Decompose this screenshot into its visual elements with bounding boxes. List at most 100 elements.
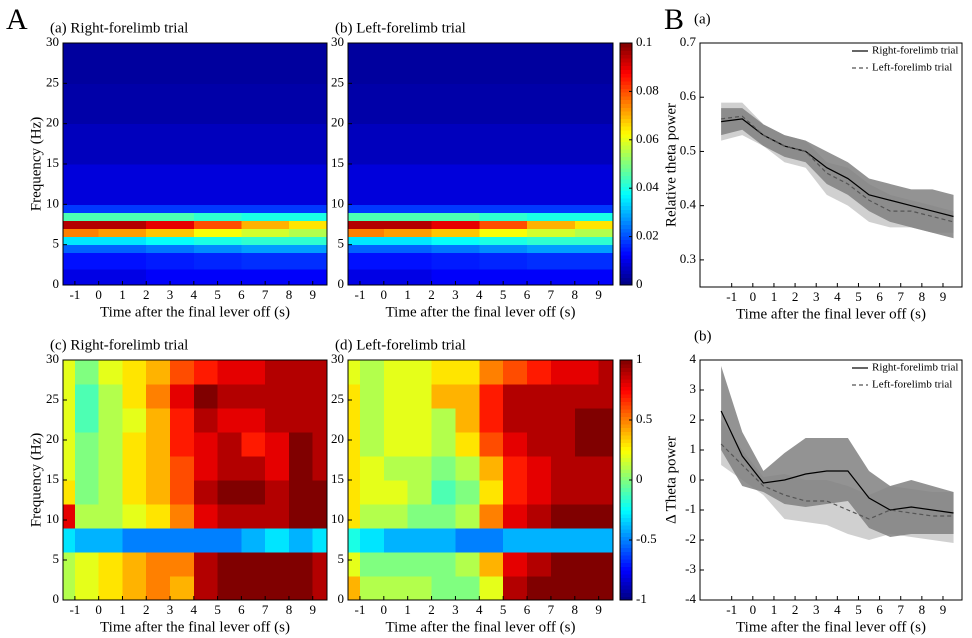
heatmap-cell <box>312 576 328 601</box>
heatmap-cell <box>383 252 433 270</box>
mean-line <box>721 115 954 223</box>
heatmap-cell <box>74 384 100 409</box>
x-tick-label: 6 <box>524 287 531 302</box>
heatmap-cell <box>241 220 290 230</box>
colorbar-tick-label: 0 <box>636 471 643 486</box>
heatmap-cell <box>479 220 528 230</box>
heatmap-cell <box>193 504 219 529</box>
colorbar-segment <box>620 84 632 89</box>
heatmap-cell <box>550 504 576 529</box>
heatmap-cell <box>479 268 528 286</box>
heatmap-cell <box>241 244 290 254</box>
heatmap-cell <box>383 228 433 238</box>
x-tick-label: 1 <box>119 287 126 302</box>
heatmap-cell <box>146 360 171 385</box>
x-tick-label: 4 <box>476 287 483 302</box>
heatmap-cell <box>241 456 266 481</box>
heatmap-cell <box>63 244 100 254</box>
x-tick-label: 3 <box>167 287 174 302</box>
heatmap-cell <box>265 504 290 529</box>
heatmap-cell <box>479 123 528 165</box>
x-tick-label: 9 <box>940 602 947 617</box>
heatmap-cell <box>359 576 385 601</box>
heatmap-cell <box>527 212 576 221</box>
y-tick-label: 5 <box>338 236 345 251</box>
x-tick-label: 0 <box>95 602 102 617</box>
heatmap-cell <box>407 432 433 457</box>
heatmap-cell <box>455 504 480 529</box>
heatmap-cell <box>63 268 100 286</box>
x-tick-label: -1 <box>726 289 737 304</box>
heatmap-cell <box>98 528 123 553</box>
heatmap-cell <box>193 164 242 205</box>
heatmap-cell <box>146 432 171 457</box>
x-tick-label: 5 <box>500 602 507 617</box>
heatmap-cell <box>63 43 100 84</box>
heatmap-cell <box>63 123 100 165</box>
heatmap-cell <box>241 552 266 577</box>
heatmap-cell <box>479 432 504 457</box>
heatmap-cell <box>527 220 576 230</box>
heatmap-cell <box>407 384 433 409</box>
colorbar-segment <box>620 126 632 131</box>
heatmap-cell <box>312 408 328 433</box>
colorbar-tick-label: -0.5 <box>636 531 657 546</box>
colorbar-segment <box>620 510 632 515</box>
y-tick-label: 1 <box>690 441 697 456</box>
heatmap-cell <box>170 408 195 433</box>
y-tick-label: 3 <box>690 381 697 396</box>
y-tick-label: 30 <box>46 34 59 49</box>
heatmap-cell <box>217 432 242 457</box>
heatmap-cell <box>146 164 195 205</box>
heatmap-cell <box>431 432 456 457</box>
heatmap-cell <box>479 244 528 254</box>
heatmap-cell <box>98 268 147 286</box>
x-tick-label: 0 <box>381 602 388 617</box>
colorbar-segment <box>620 235 632 241</box>
heatmap-cell <box>383 432 409 457</box>
heatmap-cell <box>193 244 242 254</box>
heatmap-cell <box>527 164 576 205</box>
colorbar-segment <box>620 175 632 180</box>
heatmap-cell <box>241 204 290 213</box>
colorbar-tick-label: -1 <box>636 591 647 606</box>
panel-title: (a) <box>694 11 711 27</box>
heatmap-cell <box>550 528 576 553</box>
heatmap-cell <box>503 576 528 601</box>
colorbar-segment <box>620 133 632 139</box>
heatmap-cell <box>383 83 433 125</box>
heatmap-cell <box>98 576 123 601</box>
heatmap-cell <box>359 360 385 385</box>
colorbar-segment <box>620 65 632 70</box>
colorbar-segment <box>620 435 632 440</box>
colorbar-segment <box>620 220 632 225</box>
x-tick-label: 7 <box>262 287 269 302</box>
heatmap-cell <box>359 384 385 409</box>
colorbar-segment <box>620 152 632 157</box>
heatmap-cell <box>574 123 614 165</box>
heatmap-cell <box>98 212 147 221</box>
heatmap-cell <box>63 236 100 246</box>
heatmap-cell <box>479 252 528 270</box>
x-tick-label: 5 <box>500 287 507 302</box>
x-tick-label: 1 <box>119 602 126 617</box>
colorbar-segment <box>620 266 632 271</box>
heatmap-cell <box>74 432 100 457</box>
heatmap-cell <box>193 43 242 84</box>
y-axis-label: Frequency (Hz) <box>28 117 44 212</box>
heatmap-cell <box>479 408 504 433</box>
heatmap-cell <box>122 528 147 553</box>
x-tick-label: 8 <box>286 287 293 302</box>
y-tick-label: 2 <box>690 411 697 426</box>
heatmap-cell <box>550 576 576 601</box>
heatmap-cell <box>288 220 328 230</box>
colorbar-segment <box>620 209 632 214</box>
colorbar-segment <box>620 480 632 485</box>
heatmap-cell <box>217 552 242 577</box>
heatmap-cell <box>383 360 409 385</box>
heatmap-cell <box>98 456 123 481</box>
heatmap-cell <box>312 360 328 385</box>
heatmap-cell <box>574 480 600 505</box>
colorbar-segment <box>620 450 632 455</box>
heatmap-cell <box>288 504 314 529</box>
